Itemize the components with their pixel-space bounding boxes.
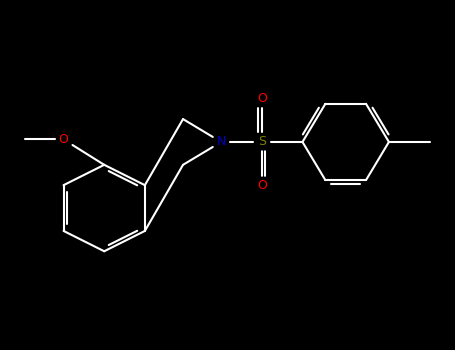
Text: S: S (258, 135, 266, 148)
Text: O: O (257, 92, 267, 105)
Text: O: O (257, 178, 267, 192)
Text: O: O (59, 133, 69, 146)
Text: N: N (217, 135, 226, 148)
